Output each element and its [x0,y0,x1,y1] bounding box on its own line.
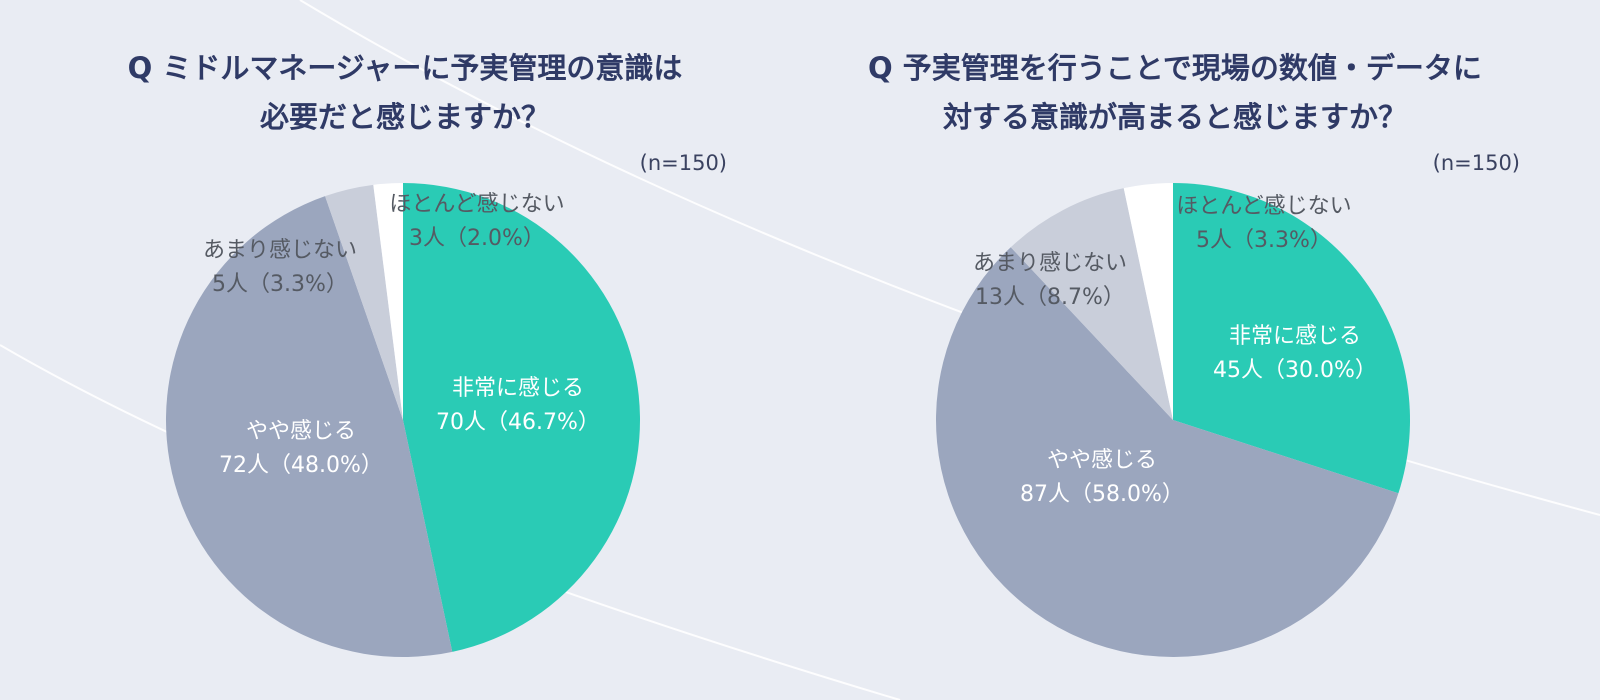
slice-value-label: 5人（3.3%） [1196,228,1332,253]
slice-name-label: 非常に感じる [1229,324,1361,349]
slice-value-label: 45人（30.0%） [1213,358,1377,383]
pie-slice [373,183,403,420]
pie-slice [403,183,641,652]
pie-slice [1123,183,1173,420]
slice-name-label: 非常に感じる [452,376,584,401]
pie-slice [936,247,1399,657]
slice-value-label: 3人（2.0%） [409,226,545,251]
slice-value-label: 13人（8.7%） [975,285,1125,310]
slice-value-label: 72人（48.0%） [219,453,383,478]
chart-2-title-line-1: Q 予実管理を行うことで現場の数値・データに [868,51,1482,85]
chart-1-pie: 非常に感じる 70人（46.7%） やや感じる 72人（48.0%） あまり感じない 5人… [165,183,641,658]
chart-2-title-line-2: 対する意識が高まると感じますか？ [943,100,1407,134]
chart-1-title-line-1: Q ミドルマネージャーに予実管理の意識は [128,51,683,85]
slice-name-label: あまり感じない [203,238,357,263]
slice-name-label: やや感じる [1047,448,1157,473]
slice-name-label: ほとんど感じない [389,192,564,217]
chart-1: Q ミドルマネージャーに予実管理の意識は 必要だと感じますか？ (n=150) … [128,51,727,658]
slice-name-label: あまり感じない [973,251,1127,276]
chart-2: Q 予実管理を行うことで現場の数値・データに 対する意識が高まると感じますか？ … [868,51,1520,657]
chart-1-title-line-2: 必要だと感じますか？ [260,100,550,134]
slice-name-label: ほとんど感じない [1176,194,1351,219]
chart-1-sample-size: (n=150) [640,151,727,175]
pie-slice [1173,183,1411,494]
pie-slice [1010,188,1173,420]
slice-name-label: やや感じる [246,419,356,444]
slice-value-label: 87人（58.0%） [1020,482,1184,507]
chart-2-pie: 非常に感じる 45人（30.0%） やや感じる 87人（58.0%） あまり感じない 13… [936,183,1411,657]
pie-slice [165,196,453,658]
slice-value-label: 70人（46.7%） [436,410,600,435]
chart-2-sample-size: (n=150) [1433,151,1520,175]
pie-slice [325,184,403,420]
slice-value-label: 5人（3.3%） [212,272,348,297]
